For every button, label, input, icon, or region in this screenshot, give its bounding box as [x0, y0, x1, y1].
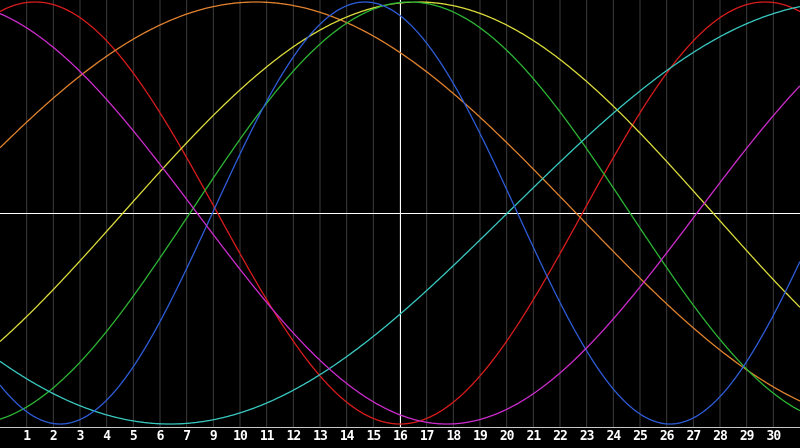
x-axis-label-3: 3: [76, 429, 85, 444]
green-wave: [0, 1, 800, 420]
x-axis-label-24: 24: [606, 429, 622, 444]
x-axis-label-7: 7: [183, 429, 191, 444]
x-axis-label-2: 2: [49, 429, 58, 444]
x-axis-label-4: 4: [103, 429, 111, 444]
x-axis-label-16: 16: [393, 429, 408, 444]
cyan-wave: [0, 5, 800, 425]
x-axis-label-9: 9: [209, 429, 218, 444]
x-axis-label-5: 5: [129, 429, 138, 444]
x-axis-label-23: 23: [579, 429, 595, 444]
x-axis-label-29: 29: [739, 429, 755, 444]
x-axis-label-11: 11: [259, 429, 275, 444]
x-axis-label-18: 18: [446, 429, 462, 444]
x-axis-label-28: 28: [713, 429, 728, 444]
x-axis-label-20: 20: [499, 429, 515, 444]
blue-wave: [0, 1, 800, 425]
x-axis-label-26: 26: [659, 429, 675, 444]
x-axis-label-14: 14: [339, 429, 355, 444]
x-axis-label-13: 13: [313, 429, 328, 444]
x-axis-label-10: 10: [233, 429, 248, 444]
x-axis-label-15: 15: [366, 429, 382, 444]
x-axis-label-1: 1: [23, 429, 31, 444]
x-axis-label-25: 25: [633, 429, 648, 444]
x-axis-label-6: 6: [156, 429, 165, 444]
x-axis-label-12: 12: [286, 429, 302, 444]
x-axis-label-19: 19: [473, 429, 488, 444]
orange-wave: [0, 1, 800, 402]
x-axis-label-22: 22: [553, 429, 568, 444]
magenta-wave: [0, 13, 800, 425]
x-axis-label-21: 21: [526, 429, 542, 444]
x-axis-label-17: 17: [419, 429, 435, 444]
red-wave: [0, 1, 800, 425]
x-axis-label-27: 27: [686, 429, 702, 444]
x-axis-label-30: 30: [766, 429, 782, 444]
